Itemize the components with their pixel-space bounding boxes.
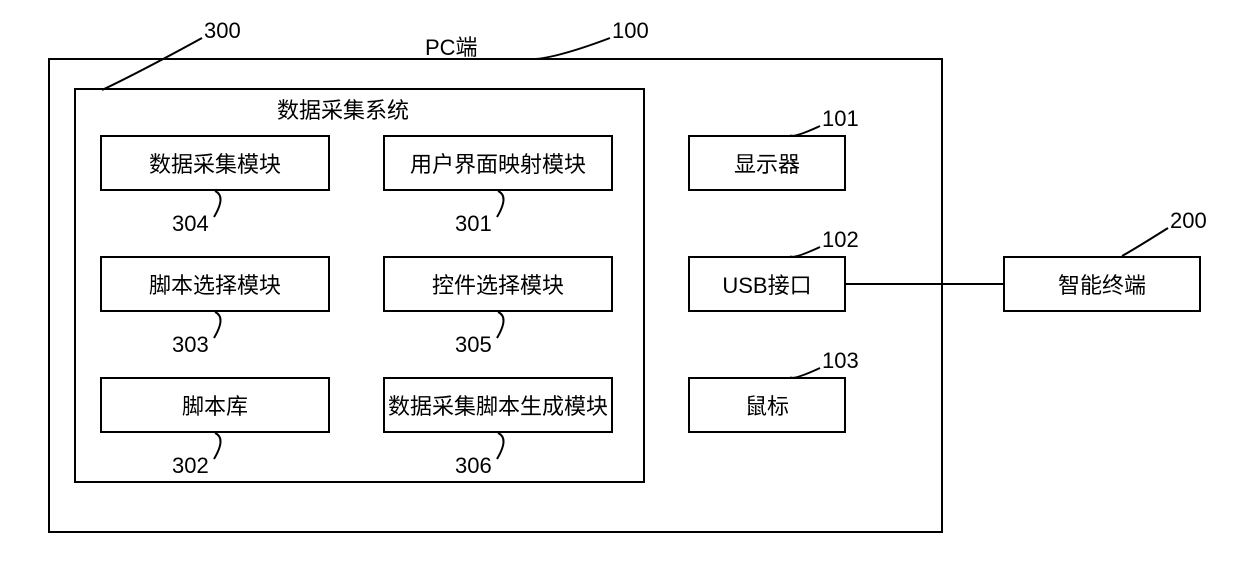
connector-102-pc_right bbox=[846, 283, 943, 285]
leader-r306 bbox=[0, 0, 1240, 583]
diagram-canvas: 数据采集模块用户界面映射模块脚本选择模块控件选择模块脚本库数据采集脚本生成模块显… bbox=[0, 0, 1240, 583]
